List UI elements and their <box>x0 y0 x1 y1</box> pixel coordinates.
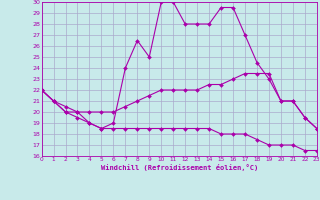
X-axis label: Windchill (Refroidissement éolien,°C): Windchill (Refroidissement éolien,°C) <box>100 164 258 171</box>
